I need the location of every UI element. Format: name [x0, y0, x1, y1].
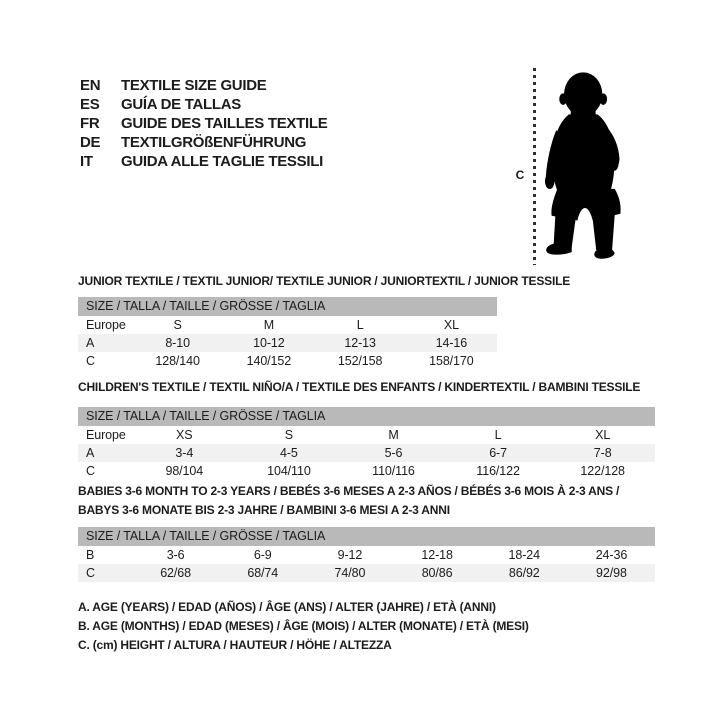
- size-cell: 3-4: [175, 446, 194, 460]
- size-cell: 86/92: [508, 566, 540, 580]
- size-cell: S: [173, 318, 182, 332]
- table-row-height: C 98/104 104/110 110/116 116/122 122/128: [78, 462, 655, 480]
- table-row-europe: Europe S M L XL: [78, 316, 497, 334]
- size-cell: 4-5: [280, 446, 298, 460]
- section-title-children: CHILDREN'S TEXTILE / TEXTIL NIÑO/A / TEX…: [78, 380, 641, 394]
- size-cell: XL: [443, 318, 459, 332]
- language-list: EN TEXTILE SIZE GUIDE ES GUÍA DE TALLAS …: [80, 76, 328, 171]
- language-code: DE: [80, 134, 101, 151]
- size-cell: 122/128: [580, 464, 625, 478]
- table-row-europe: Europe XS S M L XL: [78, 426, 655, 444]
- language-name: GUÍA DE TALLAS: [121, 96, 241, 113]
- language-row: EN TEXTILE SIZE GUIDE: [80, 76, 327, 95]
- size-cell: 92/98: [596, 566, 627, 580]
- section-title-junior: JUNIOR TEXTILE / TEXTIL JUNIOR/ TEXTILE …: [78, 274, 571, 288]
- table-row-height: C 128/140 140/152 152/158 158/170: [78, 352, 497, 370]
- language-code: EN: [80, 77, 101, 94]
- size-cell: 62/68: [160, 566, 191, 580]
- size-cell: 6-9: [253, 548, 272, 562]
- size-cell: XS: [176, 428, 193, 442]
- size-cell: 116/122: [476, 464, 520, 478]
- language-name: TEXTILGRÖßENFÜHRUNG: [121, 134, 307, 151]
- size-cell: L: [494, 428, 502, 442]
- row-label: C: [86, 464, 95, 478]
- table-row-months: B 3-6 6-9 9-12 12-18 18-24 24-36: [78, 546, 655, 564]
- size-cell: 128/140: [155, 354, 200, 368]
- legend-line-a: A. AGE (YEARS) / EDAD (AÑOS) / ÂGE (ANS)…: [78, 600, 496, 614]
- size-cell: 104/110: [267, 464, 311, 478]
- size-cell: 14-16: [435, 336, 468, 350]
- row-label: C: [86, 354, 95, 368]
- language-row: FR GUIDE DES TAILLES TEXTILE: [80, 114, 328, 133]
- size-cell: 6-7: [489, 446, 507, 460]
- legend: A. AGE (YEARS) / EDAD (AÑOS) / ÂGE (ANS)…: [78, 598, 529, 655]
- table-row-height: C 62/68 68/74 74/80 80/86 86/92 92/98: [78, 564, 655, 582]
- size-cell: XL: [595, 428, 611, 442]
- size-cell: 8-10: [165, 336, 190, 350]
- size-cell: 140/152: [246, 354, 292, 368]
- size-table-children: SIZE / TALLA / TAILLE / GRÖSSE / TAGLIA …: [78, 407, 655, 480]
- language-row: ES GUÍA DE TALLAS: [80, 95, 327, 114]
- language-row: DE TEXTILGRÖßENFÜHRUNG: [80, 133, 327, 152]
- height-measure-dashed-line: [533, 68, 536, 265]
- section-title-line1: BABIES 3-6 MONTH TO 2-3 YEARS / BEBÉS 3-…: [78, 484, 620, 498]
- measure-label-c: C: [515, 168, 525, 182]
- size-cell: 12-13: [344, 336, 376, 350]
- size-cell: 110/116: [372, 464, 415, 478]
- size-cell: 98/104: [165, 464, 204, 478]
- section-title-babies: BABIES 3-6 MONTH TO 2-3 YEARS / BEBÉS 3-…: [78, 482, 619, 520]
- size-cell: 5-6: [384, 446, 403, 460]
- size-cell: 24-36: [595, 548, 628, 562]
- size-cell: 74/80: [334, 566, 366, 580]
- size-cell: 80/86: [421, 566, 453, 580]
- language-name: TEXTILE SIZE GUIDE: [121, 77, 267, 94]
- row-label: C: [86, 566, 95, 580]
- size-table-babies: SIZE / TALLA / TAILLE / GRÖSSE / TAGLIA …: [78, 527, 655, 582]
- language-code: ES: [80, 96, 100, 113]
- size-table-header: SIZE / TALLA / TAILLE / GRÖSSE / TAGLIA: [78, 407, 655, 426]
- size-table-header: SIZE / TALLA / TAILLE / GRÖSSE / TAGLIA: [78, 527, 655, 546]
- legend-line-b: B. AGE (MONTHS) / EDAD (MESES) / ÂGE (MO…: [78, 619, 529, 633]
- size-cell: 3-6: [166, 548, 185, 562]
- size-table-header: SIZE / TALLA / TAILLE / GRÖSSE / TAGLIA: [78, 297, 497, 316]
- table-row-age: A 8-10 10-12 12-13 14-16: [78, 334, 497, 352]
- row-label: A: [86, 336, 95, 350]
- size-cell: 7-8: [593, 446, 612, 460]
- size-cell: 9-12: [337, 548, 363, 562]
- size-cell: 12-18: [421, 548, 453, 562]
- row-label: Europe: [86, 428, 126, 442]
- row-label: A: [86, 446, 95, 460]
- table-row-age: A 3-4 4-5 5-6 6-7 7-8: [78, 444, 655, 462]
- language-name: GUIDE DES TAILLES TEXTILE: [121, 115, 328, 132]
- size-cell: 68/74: [247, 566, 279, 580]
- row-label: Europe: [86, 318, 126, 332]
- row-label: B: [86, 548, 95, 562]
- size-cell: M: [388, 428, 399, 442]
- size-cell: L: [356, 318, 364, 332]
- size-cell: M: [263, 318, 275, 332]
- size-cell: 18-24: [508, 548, 541, 562]
- size-cell: 10-12: [253, 336, 285, 350]
- legend-line-c: C. (cm) HEIGHT / ALTURA / HAUTEUR / HÖHE…: [78, 638, 392, 652]
- size-cell: 158/170: [429, 354, 474, 368]
- toddler-silhouette-icon: [544, 72, 621, 259]
- language-name: GUIDA ALLE TAGLIE TESSILI: [121, 153, 323, 170]
- section-title-line2: BABYS 3-6 MONATE BIS 2-3 JAHRE / BAMBINI…: [78, 503, 450, 517]
- size-cell: S: [284, 428, 294, 442]
- language-code: FR: [80, 115, 100, 132]
- size-cell: 152/158: [337, 354, 383, 368]
- language-row: IT GUIDA ALLE TAGLIE TESSILI: [80, 152, 327, 171]
- language-code: IT: [80, 153, 93, 170]
- size-table-junior: SIZE / TALLA / TAILLE / GRÖSSE / TAGLIA …: [78, 297, 497, 370]
